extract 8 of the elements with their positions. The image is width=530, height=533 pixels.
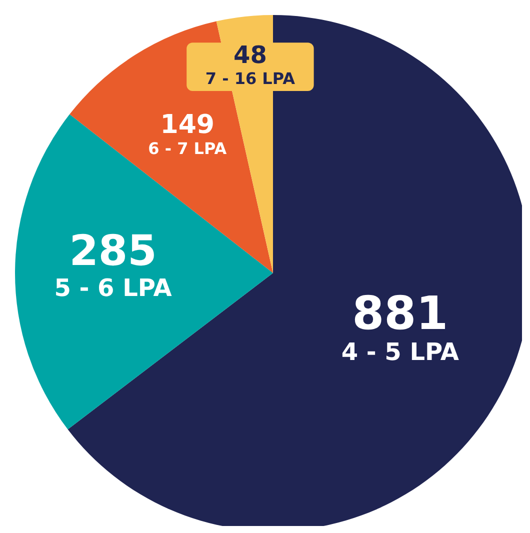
data-label: 285 — [69, 226, 157, 275]
slice-label: 5 - 6 LPA — [54, 274, 172, 302]
slice-label: 6 - 7 LPA — [148, 138, 228, 158]
data-label: 48 — [234, 41, 267, 70]
data-label: 881 — [352, 286, 448, 340]
data-label: 149 — [160, 110, 215, 140]
slice-label: 4 - 5 LPA — [341, 338, 460, 366]
slice-label: 7 - 16 LPA — [205, 68, 296, 88]
